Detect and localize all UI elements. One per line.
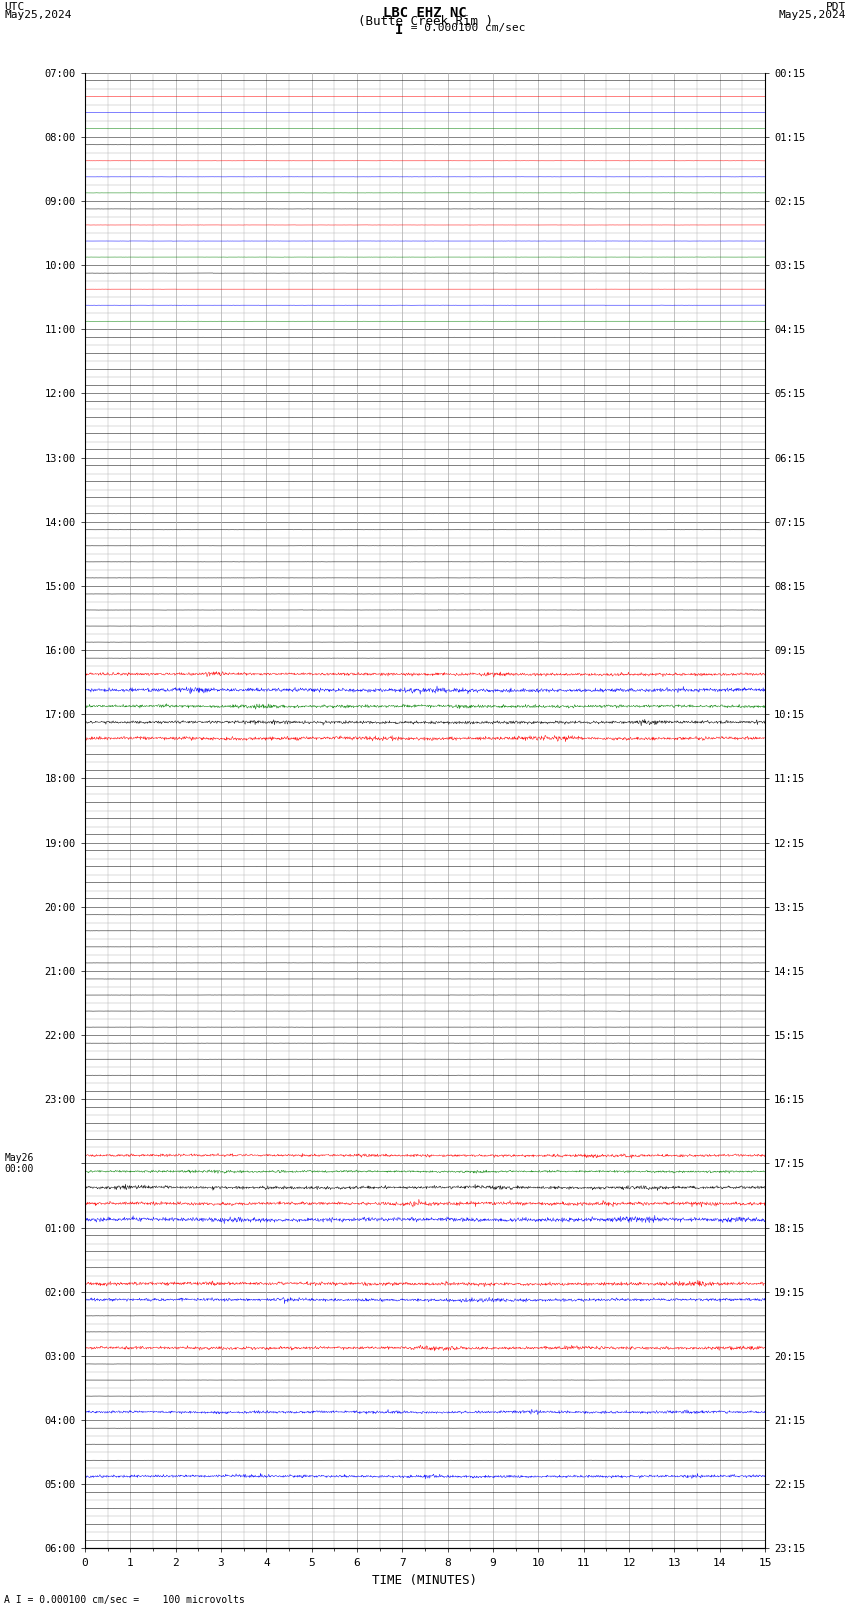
Text: A I = 0.000100 cm/sec =    100 microvolts: A I = 0.000100 cm/sec = 100 microvolts (4, 1595, 245, 1605)
Text: (Butte Creek Rim ): (Butte Creek Rim ) (358, 15, 492, 27)
Text: UTC: UTC (4, 3, 25, 13)
Text: May26
00:00: May26 00:00 (4, 1153, 34, 1174)
Text: = 0.000100 cm/sec: = 0.000100 cm/sec (404, 23, 525, 32)
Text: LBC EHZ NC: LBC EHZ NC (383, 5, 467, 19)
X-axis label: TIME (MINUTES): TIME (MINUTES) (372, 1574, 478, 1587)
Text: May25,2024: May25,2024 (779, 11, 846, 21)
Text: PDT: PDT (825, 3, 846, 13)
Text: I: I (395, 23, 404, 37)
Text: May25,2024: May25,2024 (4, 11, 71, 21)
